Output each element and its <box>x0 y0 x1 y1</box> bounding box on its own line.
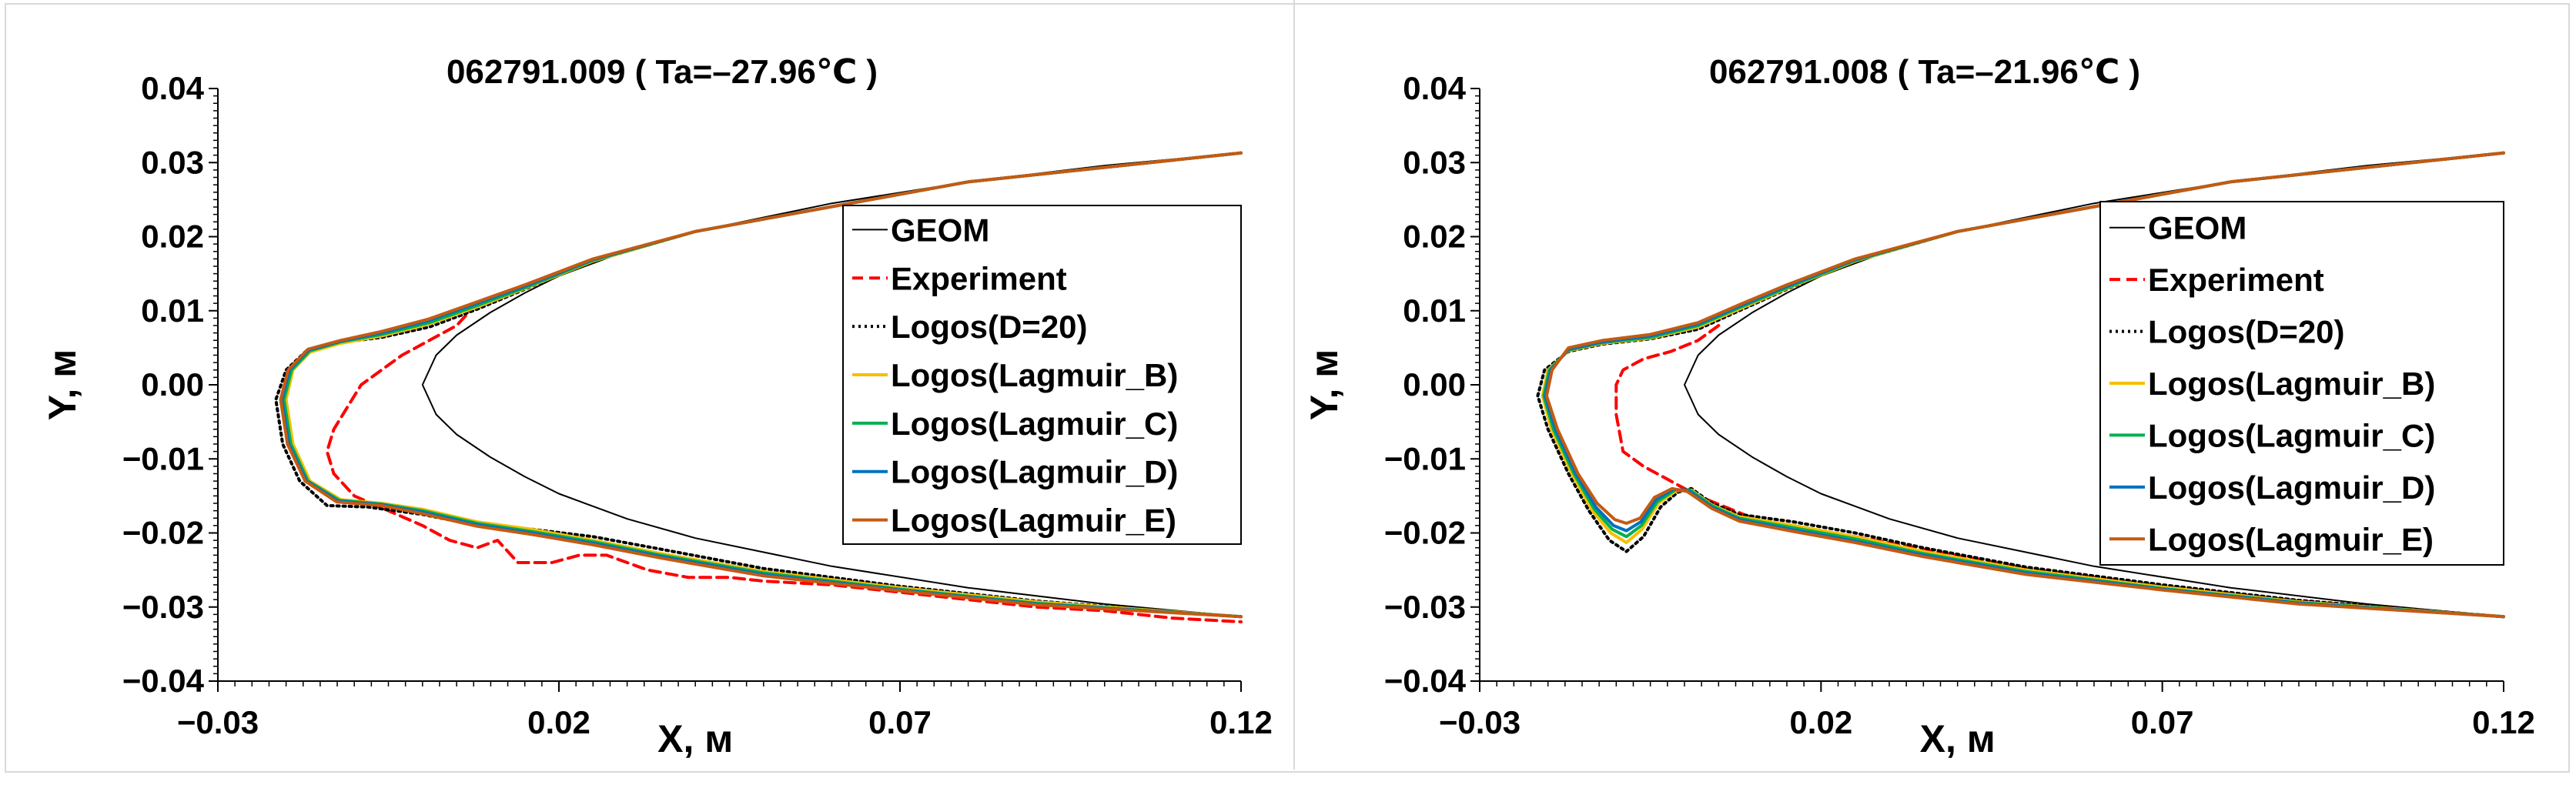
legend-entry: Logos(D=20) <box>891 309 1088 345</box>
legend-box <box>842 205 1242 545</box>
x-tick-label: 0.12 <box>2472 704 2535 740</box>
legend-entry: Logos(Lagmuir_B) <box>891 357 1178 393</box>
y-tick-label: 0.02 <box>1403 219 1466 255</box>
legend-box <box>2099 201 2504 566</box>
y-tick-label: 0.00 <box>141 366 204 402</box>
y-tick-label: −0.01 <box>122 440 204 476</box>
y-tick-label: −0.04 <box>1384 663 1467 699</box>
y-tick-label: −0.01 <box>1384 440 1466 476</box>
y-tick-label: −0.03 <box>122 589 204 625</box>
x-tick-label: 0.12 <box>1209 704 1273 740</box>
x-tick-label: −0.03 <box>1439 704 1521 740</box>
chart-panel-2: 062791.008 ( Ta=–21.96℃ ) 0.04 0.03 0.02 0.0… <box>1303 53 2535 760</box>
legend-entry: Logos(D=20) <box>2148 314 2345 350</box>
legend: GEOM Experiment Logos(D=20) Logos(Lagmuir_B… <box>2099 201 2504 566</box>
chart-title: 062791.009 ( Ta=–27.96℃ ) <box>447 53 878 91</box>
y-tick-label: 0.01 <box>141 292 204 329</box>
y-tick-label: 0.00 <box>1403 366 1466 402</box>
x-tick-label: −0.03 <box>177 704 259 740</box>
y-tick-label: −0.03 <box>1384 589 1466 625</box>
legend-entry: GEOM <box>891 212 989 248</box>
y-tick-label: 0.03 <box>141 144 204 180</box>
legend: GEOM Experiment Logos(D=20) Logos(Lagmuir_B… <box>842 205 1242 545</box>
x-tick-label: 0.02 <box>1789 704 1852 740</box>
series-line-experiment <box>325 302 1243 623</box>
figure-frame <box>5 3 2570 773</box>
chart-panel-1: 062791.009 ( Ta=–27.96℃ ) 0.04 0.03 0.02 0.0… <box>41 53 1273 760</box>
y-tick-label: 0.02 <box>141 219 204 255</box>
series-line-logos-lagmuir-e <box>1544 151 2505 619</box>
legend-entry: Logos(Lagmuir_D) <box>2148 469 2435 506</box>
chart-title: 062791.008 ( Ta=–21.96℃ ) <box>1709 53 2140 91</box>
x-tick-label: 0.07 <box>868 704 932 740</box>
y-tick-label: 0.04 <box>141 70 204 106</box>
x-tick-label: 0.07 <box>2131 704 2194 740</box>
legend-entry: Logos(Lagmuir_E) <box>2148 521 2434 557</box>
y-tick-label: 0.03 <box>1403 144 1466 180</box>
series-line-logos-lagmuir-e <box>279 151 1243 619</box>
y-tick-label: −0.04 <box>122 663 205 699</box>
y-axis-label: Y, м <box>41 349 84 421</box>
legend-entry: Experiment <box>891 260 1067 296</box>
x-axis-label: X, м <box>1920 717 1996 760</box>
y-tick-label: 0.01 <box>1403 292 1466 329</box>
legend-entry: Experiment <box>2148 262 2324 298</box>
legend-entry: Logos(Lagmuir_B) <box>2148 366 2435 402</box>
y-tick-label: −0.02 <box>122 515 204 551</box>
legend-entry: Logos(Lagmuir_D) <box>891 454 1178 490</box>
legend-entry: Logos(Lagmuir_C) <box>891 406 1178 442</box>
legend-entry: Logos(Lagmuir_C) <box>2148 417 2435 453</box>
x-axis-label: X, м <box>657 717 733 760</box>
legend-entry: Logos(Lagmuir_E) <box>891 503 1176 539</box>
legend-entry: GEOM <box>2148 210 2246 246</box>
x-tick-label: 0.02 <box>527 704 590 740</box>
y-axis-label: Y, м <box>1303 349 1346 421</box>
y-tick-label: 0.04 <box>1403 70 1466 106</box>
y-tick-label: −0.02 <box>1384 515 1466 551</box>
panel-divider <box>1293 0 1295 770</box>
